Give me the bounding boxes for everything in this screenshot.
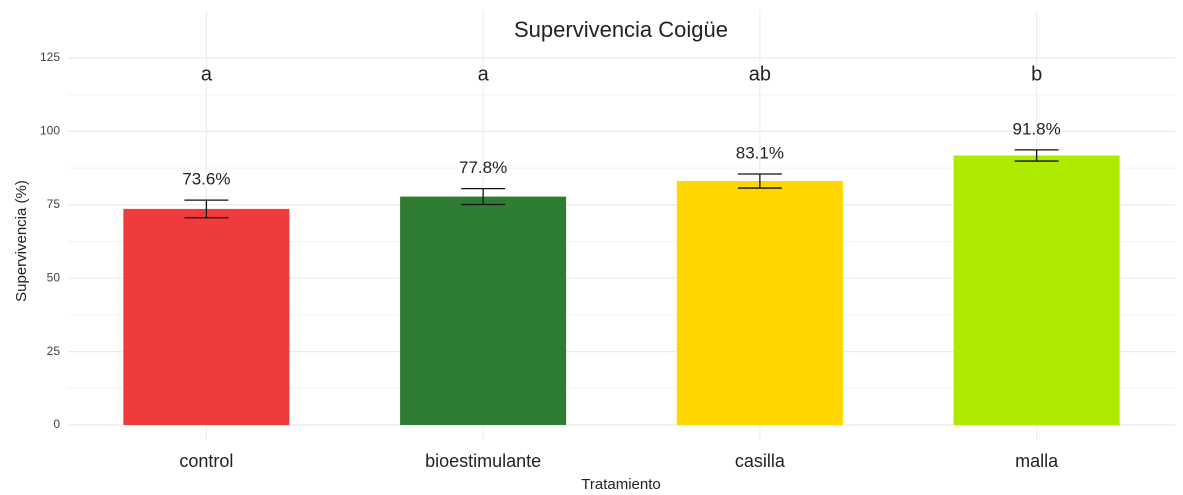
y-tick-label: 125 [40,50,60,64]
bar [400,196,567,425]
value-label: 91.8% [1013,119,1061,138]
chart-title: Supervivencia Coigüe [514,17,728,42]
bar [676,181,843,425]
y-axis-title: Supervivencia (%) [13,180,30,302]
significance-letter: a [201,63,213,85]
x-tick-label: control [179,451,233,471]
y-tick-label: 0 [53,417,60,431]
significance-letter: ab [749,63,771,85]
significance-letter: b [1031,63,1042,85]
y-tick-label: 100 [40,124,60,138]
significance-letter: a [478,63,490,85]
value-label: 77.8% [459,158,507,177]
value-label: 73.6% [182,170,230,189]
y-tick-label: 75 [47,197,61,211]
x-tick-label: casilla [735,451,786,471]
x-axis-title: Tratamiento [581,476,660,493]
bar [953,155,1120,425]
y-tick-label: 50 [47,270,61,284]
value-label: 83.1% [736,143,784,162]
bar [123,208,290,425]
y-tick-label: 25 [47,344,61,358]
x-tick-label: bioestimulante [425,451,541,471]
x-tick-label: malla [1015,451,1059,471]
